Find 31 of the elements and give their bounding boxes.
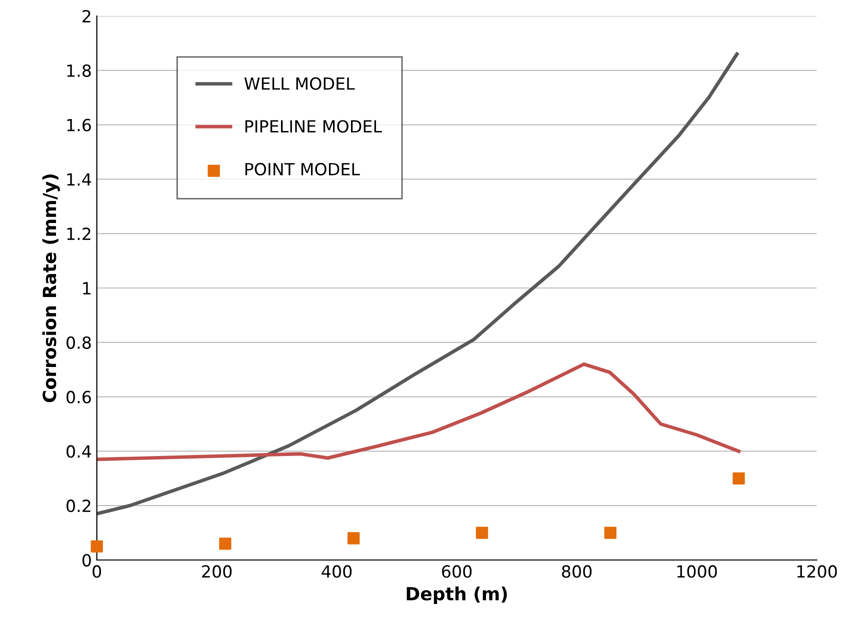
x-axis-title: Depth (m) xyxy=(406,586,507,604)
x-tick-label: 600 xyxy=(442,565,472,578)
y-tick-label: 0.2 xyxy=(66,500,90,512)
x-tick-label: 800 xyxy=(562,565,592,578)
line-series xyxy=(96,362,740,462)
y-tick-label: 1 xyxy=(83,282,90,294)
y-tick-label: 0.8 xyxy=(66,336,91,349)
y-tick-label: 1.2 xyxy=(67,228,90,240)
point xyxy=(219,538,232,550)
point xyxy=(732,472,745,484)
y-tick-label: 1.6 xyxy=(67,118,91,132)
y-tick-label: 1.8 xyxy=(67,64,91,77)
point xyxy=(476,526,488,539)
y-tick-label: 0.6 xyxy=(66,390,91,404)
x-tick-label: 0 xyxy=(92,565,102,578)
y-tick-label: 1.4 xyxy=(67,173,92,186)
x-tick-label: 200 xyxy=(202,565,232,578)
y-tick-label: 2 xyxy=(82,10,90,22)
line-series xyxy=(96,52,739,516)
legend-label: POINT MODEL xyxy=(245,162,360,176)
x-tick-label: 400 xyxy=(322,565,352,578)
y-tick-label: 0 xyxy=(82,554,91,567)
point xyxy=(90,540,103,552)
y-tick-label: 0.4 xyxy=(66,445,92,458)
point xyxy=(348,532,360,544)
legend-label: PIPELINE MODEL xyxy=(245,120,382,133)
x-tick-label: 1200 xyxy=(797,565,837,578)
legend-label: WELL MODEL xyxy=(244,77,355,90)
x-tick-label: 1000 xyxy=(677,565,717,578)
y-axis-title: Corrosion Rate (mm/y) xyxy=(42,174,60,402)
point xyxy=(604,526,616,539)
